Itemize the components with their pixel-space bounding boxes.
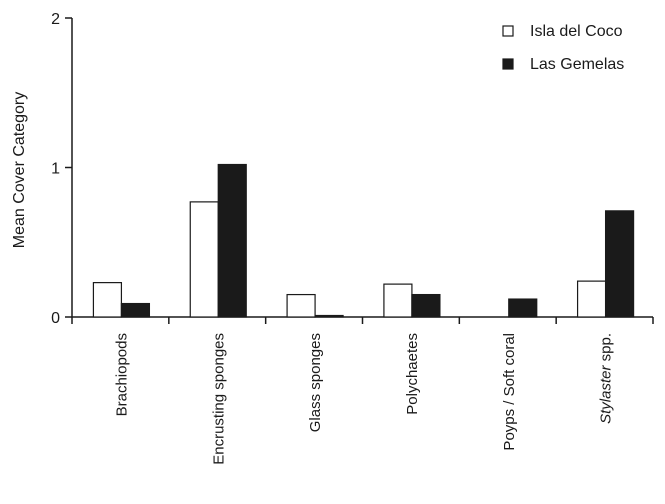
category-label: Polychaetes: [404, 333, 421, 415]
bar-las-gemelas: [218, 165, 246, 317]
category-labels: Brachiopods Encrusting sponges Glass spong…: [113, 333, 614, 465]
category-label: Brachiopods: [113, 333, 130, 416]
legend: Isla del Coco Las Gemelas: [503, 23, 624, 73]
bar-isla-del-coco: [384, 284, 412, 317]
bar-isla-del-coco: [578, 281, 606, 317]
category-label: Encrusting sponges: [210, 333, 227, 465]
y-tick-label: 1: [51, 161, 60, 178]
bar-las-gemelas: [315, 316, 343, 317]
bars-group: [93, 165, 633, 317]
bar-isla-del-coco: [190, 202, 218, 317]
bar-isla-del-coco: [287, 295, 315, 317]
bar-isla-del-coco: [93, 283, 121, 317]
bar-las-gemelas: [509, 299, 537, 317]
legend-label: Las Gemelas: [530, 56, 624, 73]
legend-swatch: [503, 26, 513, 36]
legend-swatch: [503, 59, 513, 69]
bar-las-gemelas: [121, 304, 149, 317]
y-tick-label: 2: [51, 11, 60, 28]
category-label: Glass sponges: [307, 333, 324, 432]
legend-label: Isla del Coco: [530, 23, 623, 40]
y-axis-ticks: 0 1 2: [51, 11, 72, 327]
bar-las-gemelas: [412, 295, 440, 317]
category-label: Poyps / Soft coral: [501, 333, 518, 451]
x-axis-ticks: [72, 317, 653, 324]
category-label: Stylaster spp.: [598, 333, 615, 424]
bar-las-gemelas: [606, 211, 634, 317]
y-axis-title: Mean Cover Category: [11, 92, 28, 249]
y-tick-label: 0: [51, 310, 60, 327]
